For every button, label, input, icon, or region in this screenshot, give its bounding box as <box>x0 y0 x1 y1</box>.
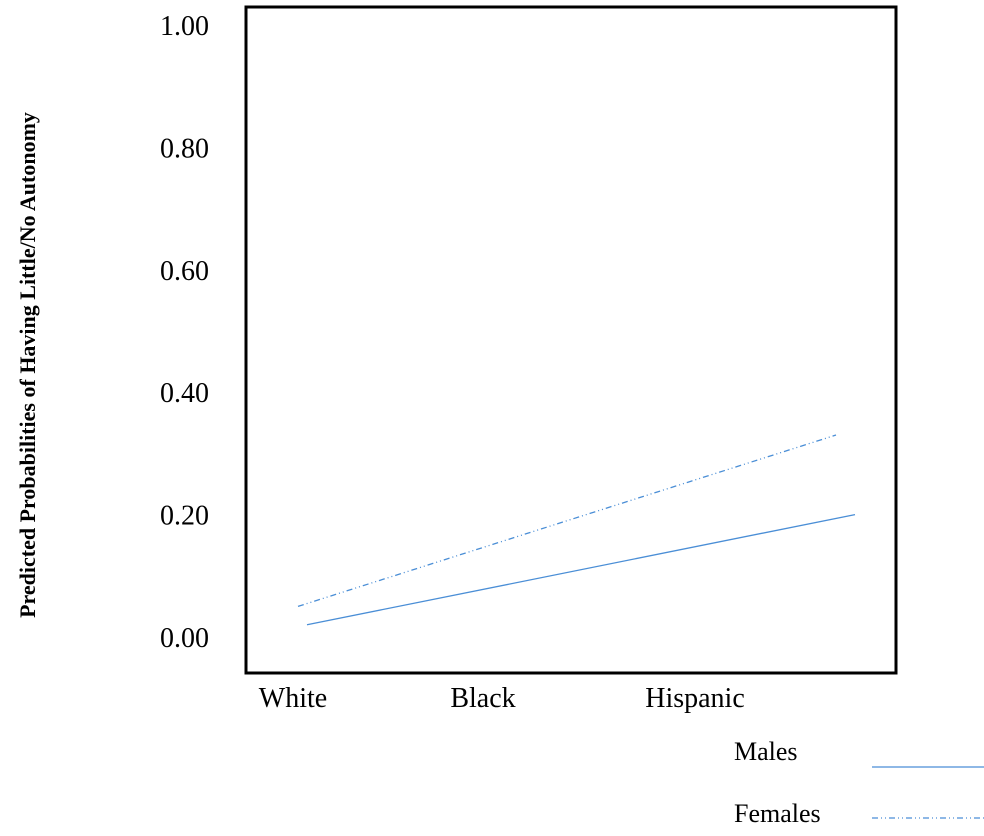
x-axis-tick-labels: White Black Hispanic <box>259 683 745 714</box>
series-lines <box>297 434 856 626</box>
series-line-females <box>297 434 837 608</box>
y-tick-label: 0.80 <box>160 133 209 164</box>
y-tick-label: 1.00 <box>160 11 209 42</box>
y-axis-title: Predicted Probabilities of Having Little… <box>15 112 40 618</box>
legend-label-females: Females <box>734 799 821 828</box>
y-tick-label: 0.20 <box>160 501 209 532</box>
legend: Males Females <box>734 737 984 828</box>
y-tick-label: 0.40 <box>160 378 209 409</box>
x-tick-label: Black <box>450 683 515 714</box>
x-tick-label: White <box>259 683 327 714</box>
plot-area-frame <box>244 5 898 675</box>
legend-label-males: Males <box>734 737 798 766</box>
x-tick-label: Hispanic <box>645 683 745 714</box>
series-line-males <box>306 513 856 626</box>
y-tick-label: 0.00 <box>160 623 209 654</box>
y-axis-tick-labels: 0.00 0.20 0.40 0.60 0.80 1.00 <box>160 11 209 654</box>
y-tick-label: 0.60 <box>160 256 209 287</box>
